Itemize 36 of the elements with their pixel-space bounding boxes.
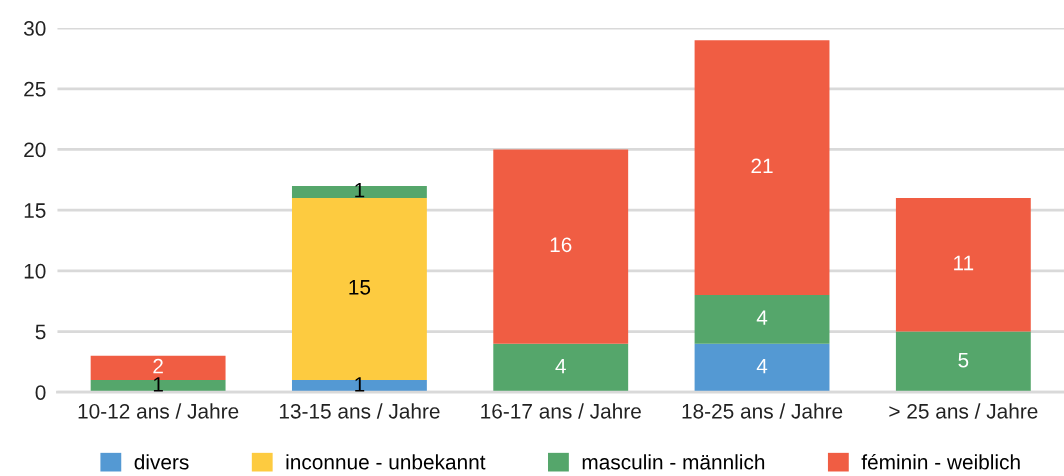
y-tick-label: 5 bbox=[35, 324, 46, 340]
bar bbox=[895, 198, 1031, 332]
data-label: 5 bbox=[958, 352, 969, 368]
bar bbox=[493, 149, 629, 344]
x-tick-label: 10-12 ans / Jahre bbox=[78, 403, 239, 419]
data-label: 4 bbox=[555, 359, 566, 374]
x-tick-label: 13-15 ans / Jahre bbox=[279, 403, 440, 419]
bar bbox=[694, 40, 830, 296]
bar bbox=[895, 331, 1031, 393]
data-label: 1 bbox=[355, 183, 365, 198]
data-label: 21 bbox=[751, 158, 773, 174]
y-tick-label: 25 bbox=[24, 81, 46, 97]
data-label: 2 bbox=[153, 358, 163, 374]
y-tick-label: 30 bbox=[23, 21, 46, 36]
bar bbox=[694, 295, 830, 344]
data-label: 1 bbox=[355, 377, 365, 392]
y-tick-label: 20 bbox=[24, 142, 46, 158]
data-label: 16 bbox=[550, 237, 572, 253]
data-label: 15 bbox=[349, 280, 371, 295]
y-tick-label: 0 bbox=[35, 385, 46, 400]
x-tick-label: 18-25 ans / Jahre bbox=[682, 403, 843, 419]
legend-label: masculin - männlich bbox=[582, 454, 765, 470]
bar bbox=[493, 343, 629, 393]
data-label: 1 bbox=[153, 377, 163, 392]
data-label: 4 bbox=[756, 310, 768, 325]
data-label: 4 bbox=[756, 359, 768, 374]
y-tick-label: 10 bbox=[24, 263, 46, 279]
legend-label: divers bbox=[134, 454, 189, 470]
x-tick-label: > 25 ans / Jahre bbox=[889, 403, 1038, 419]
legend-label: inconnue - unbekannt bbox=[286, 454, 486, 470]
x-tick-label: 16-17 ans / Jahre bbox=[481, 403, 641, 419]
data-label: 11 bbox=[954, 255, 974, 271]
bar bbox=[291, 185, 427, 199]
legend-label: féminin - weiblich bbox=[861, 453, 1020, 470]
y-tick-label: 15 bbox=[24, 203, 46, 218]
bar bbox=[694, 343, 830, 393]
